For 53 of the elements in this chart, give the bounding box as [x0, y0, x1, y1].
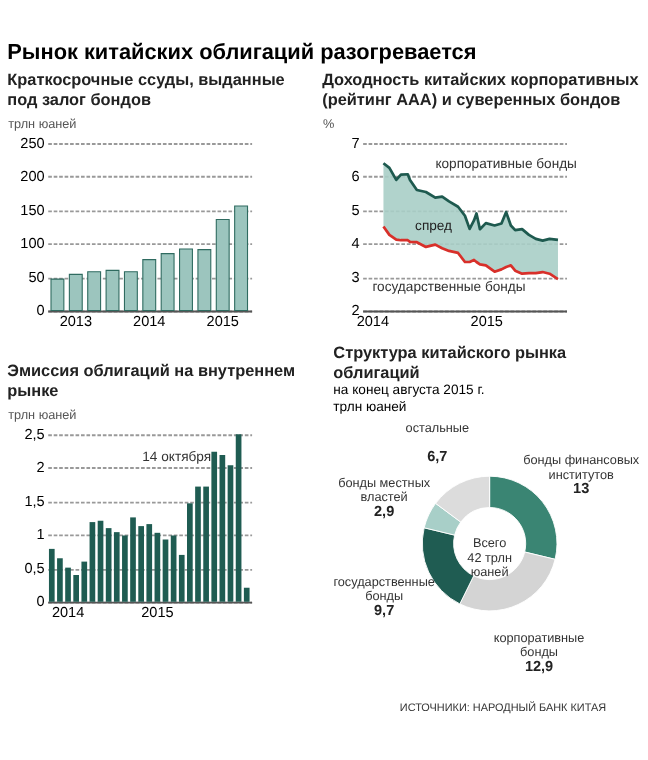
bar	[68, 273, 83, 312]
line-series	[382, 225, 560, 281]
y-tick-label: 6	[351, 167, 360, 186]
x-tick-label: 2015	[141, 603, 174, 622]
x-tick-label: 2015	[206, 312, 239, 331]
y-tick-label: 1	[36, 525, 45, 544]
bar	[87, 271, 102, 312]
chart-title: Эмиссия облигаций на внутреннем рынке	[7, 362, 296, 401]
bar	[195, 486, 201, 602]
data-label: 13	[573, 479, 590, 498]
bar	[211, 451, 218, 602]
chart-title: Доходность китайских корпоративных (рейтинг ААА) и суверенных бондов	[322, 70, 640, 109]
data-label: 6,7	[427, 447, 448, 466]
bar	[113, 532, 120, 602]
bar	[142, 259, 157, 312]
bar	[105, 269, 120, 312]
bar	[234, 205, 249, 312]
bar	[179, 248, 193, 312]
bar	[48, 548, 55, 602]
x-tick-label: 2015	[470, 312, 503, 331]
bar	[197, 249, 212, 312]
y-tick-label: 0	[36, 592, 45, 611]
x-tick-label: 2013	[59, 312, 92, 331]
y-tick-label: 7	[351, 133, 360, 152]
y-tick-label: 0,5	[24, 558, 45, 577]
x-tick-label: 2014	[356, 312, 389, 331]
chart-title: Рынок китайских облигаций разогревается	[7, 41, 477, 66]
y-tick-label: 1,5	[24, 491, 45, 510]
x-tick-label: 2014	[133, 312, 166, 331]
data-label: 2,9	[374, 502, 395, 520]
bar	[123, 271, 138, 312]
y-tick-label: 2	[351, 301, 360, 320]
data-label: 12,9	[524, 656, 554, 675]
bar	[215, 218, 230, 312]
chart-subtitle: Краткосрочные ссуды, выданные под залог бондов	[7, 70, 286, 109]
y-tick-label: 2	[36, 458, 45, 477]
y-tick-label: 2,5	[24, 424, 45, 443]
y-tick-label: 4	[351, 234, 360, 253]
x-tick-label: 2014	[51, 603, 85, 622]
chart-title: Структура китайского рынка облигаций	[333, 343, 568, 382]
data-label: 9,7	[374, 600, 395, 619]
bar	[146, 524, 153, 602]
y-tick-label: 50	[28, 267, 45, 286]
y-tick-label: 3	[351, 267, 360, 286]
y-tick-label: 100	[20, 234, 45, 253]
y-tick-label: 200	[20, 167, 45, 186]
y-tick-label: 250	[20, 133, 45, 152]
bar	[160, 253, 175, 312]
y-tick-label: 150	[20, 200, 45, 219]
y-tick-label: 0	[36, 301, 45, 320]
y-tick-label: 5	[351, 200, 360, 219]
bar	[50, 278, 65, 312]
bar	[130, 517, 136, 602]
